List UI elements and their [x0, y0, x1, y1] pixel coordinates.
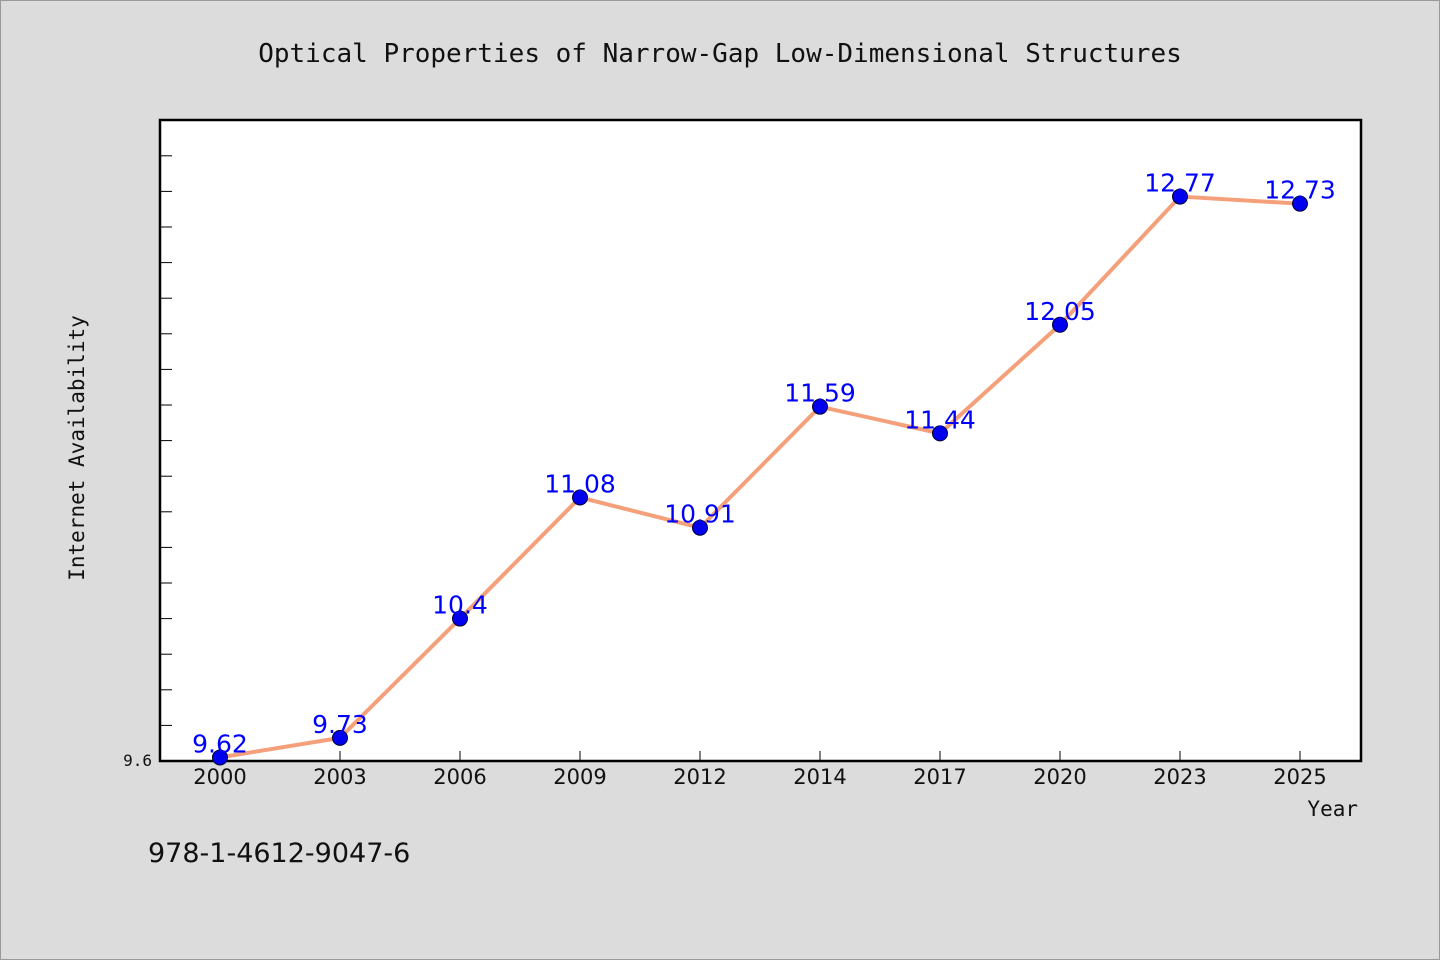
data-point [452, 610, 468, 627]
data-label: 12.77 [1144, 169, 1216, 198]
x-axis-ticks [219, 751, 1301, 761]
y-axis-label: Internet Availability [65, 315, 89, 581]
y-tick-label: 9.6 [123, 751, 152, 770]
x-tick-label: 2023 [1153, 765, 1206, 789]
data-label: 9.62 [192, 729, 248, 758]
data-point [1052, 316, 1068, 333]
x-axis-label: Year [1307, 797, 1358, 821]
data-markers [212, 188, 1308, 766]
data-label: 12.73 [1264, 176, 1336, 205]
data-label: 12.05 [1024, 297, 1096, 326]
data-point [212, 749, 228, 766]
data-point [1292, 195, 1308, 212]
plot-area [158, 118, 1363, 763]
data-labels: 9.62 9.73 10.4 11.08 10.91 11.59 11.44 12.05 12.… [192, 169, 1336, 759]
data-label: 9.73 [312, 710, 368, 739]
data-point [932, 425, 948, 442]
data-label: 11.44 [904, 405, 976, 434]
data-label: 10.91 [664, 500, 736, 529]
data-label: 10.4 [432, 591, 488, 620]
x-tick-label: 2017 [913, 765, 966, 789]
chart-title: Optical Properties of Narrow-Gap Low-Dim… [258, 39, 1182, 69]
x-tick-label: 2025 [1273, 765, 1326, 789]
x-tick-label: 2012 [673, 765, 726, 789]
x-tick-label: 2014 [793, 765, 846, 789]
data-point [692, 519, 708, 536]
x-tick-label: 2000 [193, 765, 246, 789]
series-line-group [218, 194, 1302, 760]
data-label: 11.08 [544, 469, 616, 498]
data-point [332, 729, 348, 746]
x-tick-label: 2006 [433, 765, 486, 789]
data-point [812, 398, 828, 415]
x-tick-label: 2020 [1033, 765, 1086, 789]
footer-isbn: 978-1-4612-9047-6 [148, 838, 410, 869]
x-axis-tick-labels: 2000 2003 2006 2009 2012 2014 2017 2020 2023 2025 [193, 765, 1326, 789]
series-line [218, 194, 1302, 760]
data-point [572, 489, 588, 506]
x-tick-label: 2009 [553, 765, 606, 789]
x-tick-label: 2003 [313, 765, 366, 789]
y-axis-ticks [160, 155, 172, 726]
data-point [1172, 188, 1188, 205]
data-label: 11.59 [784, 379, 856, 408]
